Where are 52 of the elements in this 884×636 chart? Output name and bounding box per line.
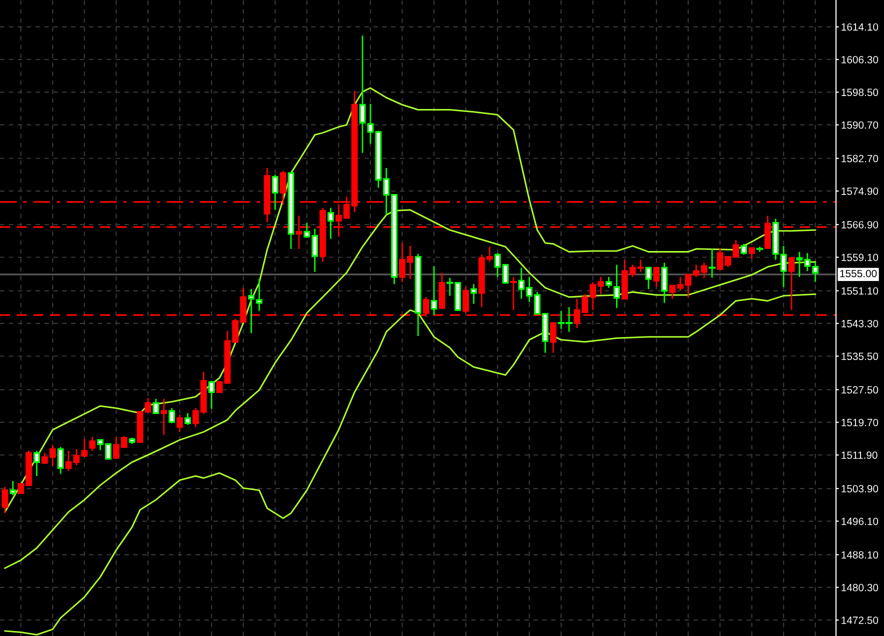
candlestick: [614, 264, 620, 309]
candlestick: [272, 174, 278, 211]
line-series: [4, 87, 816, 513]
candlestick: [65, 450, 72, 472]
candlestick: [748, 246, 756, 260]
candlestick: [10, 480, 16, 496]
candlestick: [470, 283, 477, 304]
y-tick-label: 1535.50: [842, 352, 878, 360]
candlestick: [34, 450, 40, 477]
candlestick: [152, 398, 160, 415]
y-tick-label: 1574.90: [842, 188, 878, 195]
candlestick: [176, 414, 183, 433]
candlestick: [740, 243, 748, 256]
candlestick: [327, 207, 334, 240]
ref-line-label: 1555.00: [840, 270, 877, 278]
y-tick-label: 1488.10: [842, 551, 878, 559]
candlestick: [89, 436, 96, 452]
line-series: [4, 293, 816, 636]
candlestick: [184, 412, 191, 426]
y-tick-label: 1527.50: [842, 386, 878, 394]
candlestick: [208, 380, 215, 410]
candlestick: [144, 397, 152, 414]
y-tick-label: 1582.70: [842, 154, 878, 162]
y-tick-label: 1519.70: [842, 418, 878, 426]
y-tick-label: 1559.10: [842, 254, 878, 262]
candlestick: [160, 398, 168, 436]
candlestick: [708, 248, 716, 278]
y-tick-label: 1614.10: [842, 23, 878, 31]
candlestick: [645, 266, 652, 290]
y-tick-label: 1606.30: [842, 56, 878, 64]
y-tick-label: 1496.10: [842, 518, 878, 526]
candlestick: [606, 276, 612, 289]
candlestick: [168, 407, 176, 424]
candlestick: [2, 486, 8, 514]
y-tick-label: 1511.90: [842, 452, 878, 459]
line-series: [4, 209, 816, 569]
y-tick-label: 1590.70: [842, 121, 878, 129]
candlestick: [788, 256, 795, 311]
y-tick-label: 1551.10: [842, 287, 878, 295]
candlestick: [653, 266, 660, 288]
y-tick-label: 1472.50: [842, 616, 878, 624]
candlestick: [550, 321, 556, 354]
y-tick-label: 1543.30: [842, 320, 878, 328]
y-tick-label: 1566.90: [842, 221, 878, 228]
candlestick: [661, 262, 668, 304]
candlestick: [462, 286, 469, 314]
y-tick-label: 1480.30: [842, 584, 878, 592]
candlestick: [57, 446, 64, 475]
y-tick-label: 1598.50: [842, 88, 878, 96]
candlestick: [430, 265, 438, 316]
y-tick-label: 1503.90: [842, 485, 878, 492]
candlestick: [510, 276, 517, 311]
